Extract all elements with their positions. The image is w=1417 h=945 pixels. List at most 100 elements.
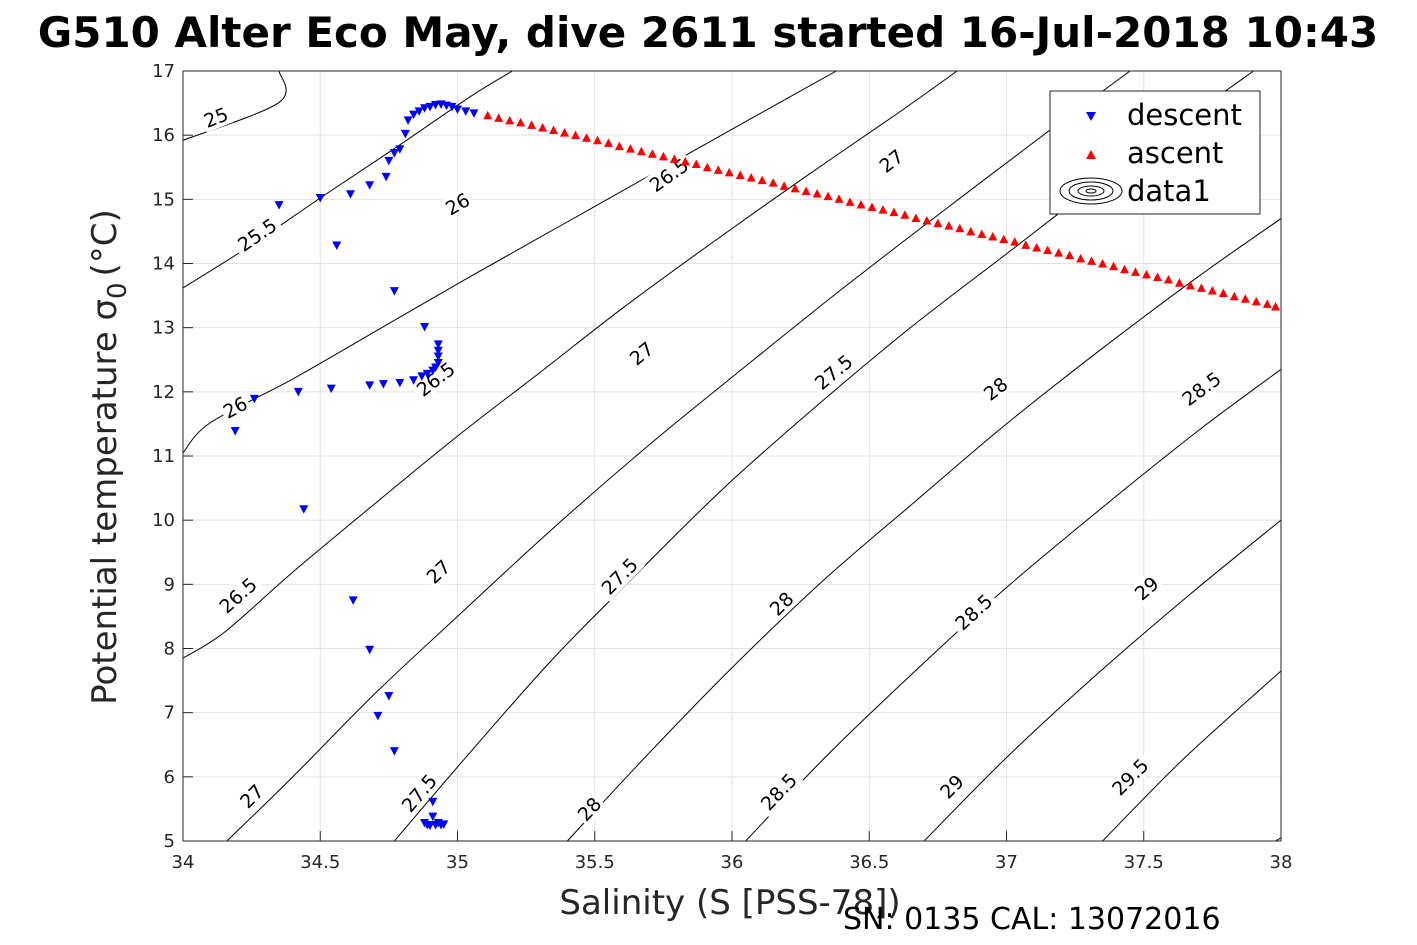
- legend-ascent-label: ascent: [1127, 136, 1223, 170]
- ascent-point: [955, 223, 965, 233]
- contour-line: [745, 368, 1281, 841]
- contour-label-background: [217, 390, 253, 424]
- contour-label-background: [230, 211, 284, 258]
- ascent-point: [1098, 259, 1108, 268]
- descent-point: [249, 394, 259, 404]
- descent-point: [389, 747, 399, 756]
- contour-label-background: [1128, 570, 1165, 606]
- contour-label-background: [753, 765, 804, 818]
- grid: [182, 70, 1282, 842]
- contour-label-background: [933, 768, 970, 805]
- ascent-point: [757, 175, 767, 185]
- x-tick-label: 35.5: [575, 852, 615, 873]
- contour-label-background: [947, 586, 1000, 637]
- y-axis-label-subscript: 0: [103, 282, 133, 299]
- descent-point: [439, 820, 449, 829]
- contour-label-background: [571, 791, 607, 827]
- descent-point: [326, 384, 336, 394]
- ascent-point: [1163, 275, 1173, 284]
- descent-point: [420, 323, 430, 332]
- descent-point: [293, 387, 303, 397]
- y-tick-label: 5: [164, 831, 175, 852]
- ascent-point: [966, 226, 976, 236]
- y-tick-label: 11: [152, 446, 175, 467]
- ascent-point: [702, 162, 712, 172]
- descent-point: [409, 110, 419, 120]
- ascent-point: [889, 207, 899, 217]
- contour-label-background: [420, 553, 457, 590]
- y-ticks: 5 6 7 8 9 10 11 12 13 14 15 16 17: [152, 61, 193, 852]
- descent-point: [403, 116, 413, 125]
- ascent-point: [1271, 301, 1281, 311]
- x-tick-label: 35: [446, 852, 469, 873]
- contour-label-background: [439, 187, 476, 221]
- ascent-point: [1152, 272, 1162, 281]
- chart-title: G510 Alter Eco May, dive 2611 started 16…: [38, 8, 1378, 57]
- descent-point: [417, 372, 427, 381]
- ascent-point: [1054, 248, 1064, 257]
- ascent-point: [1043, 245, 1053, 255]
- ascent-point: [878, 205, 888, 214]
- ascent-point: [1010, 237, 1020, 246]
- descent-point: [230, 426, 240, 436]
- contour-label-background: [763, 585, 800, 622]
- contour-line: [183, 71, 837, 454]
- x-tick-label: 36: [721, 852, 744, 873]
- descent-point: [332, 241, 342, 251]
- ascent-point: [867, 202, 877, 212]
- contour-label-background: [623, 335, 660, 371]
- ascent-point: [1229, 291, 1239, 301]
- footer-serial-calibration: SN: 0135 CAL: 13072016: [843, 902, 1221, 937]
- contour-label-background: [1104, 751, 1156, 803]
- y-tick-label: 12: [152, 382, 175, 403]
- y-tick-label: 16: [152, 125, 175, 146]
- descent-point: [315, 194, 325, 203]
- descent-point: [348, 596, 358, 605]
- ascent-point: [845, 197, 855, 206]
- descent-point: [395, 145, 405, 154]
- descent-point: [433, 346, 443, 356]
- descent-point: [431, 101, 441, 110]
- contour-label-background: [394, 766, 444, 820]
- descent-point: [447, 102, 457, 112]
- contour-line: [183, 71, 958, 659]
- y-tick-label: 8: [164, 639, 175, 660]
- descent-point: [365, 645, 375, 655]
- ascent-point: [1120, 264, 1130, 274]
- ascent-point: [823, 191, 833, 201]
- x-tick-label: 34: [172, 852, 195, 873]
- contour-lines: [183, 71, 1281, 841]
- ascent-point: [505, 115, 515, 125]
- contour-line: [1102, 670, 1281, 841]
- ascent-point: [1185, 280, 1195, 290]
- descent-point: [433, 352, 443, 362]
- ascent-point: [724, 167, 734, 177]
- ascent-point: [658, 151, 668, 161]
- descent-point: [299, 505, 309, 514]
- ascent-point: [746, 173, 756, 182]
- descent-point: [461, 107, 471, 116]
- descent-point: [384, 691, 394, 701]
- ascent-point: [1174, 278, 1184, 287]
- ascent-point: [647, 149, 657, 158]
- legend-descent-label: descent: [1127, 98, 1242, 132]
- descent-point: [400, 129, 410, 139]
- ascent-point: [911, 213, 921, 222]
- descent-point: [433, 340, 443, 349]
- x-ticks: 34 34.5 35 35.5 36 36.5 37 37.5 38: [172, 831, 1292, 873]
- ascent-point: [614, 141, 624, 151]
- ascent-point: [494, 113, 504, 122]
- y-tick-label: 7: [164, 703, 175, 724]
- ascent-point: [549, 125, 559, 135]
- contour-label-background: [409, 355, 463, 403]
- descent-point: [378, 380, 388, 389]
- descent-point: [365, 181, 375, 190]
- descent-point: [428, 366, 438, 376]
- ascent-point: [1141, 269, 1151, 279]
- descent-point: [384, 156, 394, 166]
- y-tick-label: 15: [152, 189, 175, 210]
- descent-point: [469, 109, 479, 118]
- contour-label-background: [198, 101, 233, 133]
- ascent-point: [944, 221, 954, 230]
